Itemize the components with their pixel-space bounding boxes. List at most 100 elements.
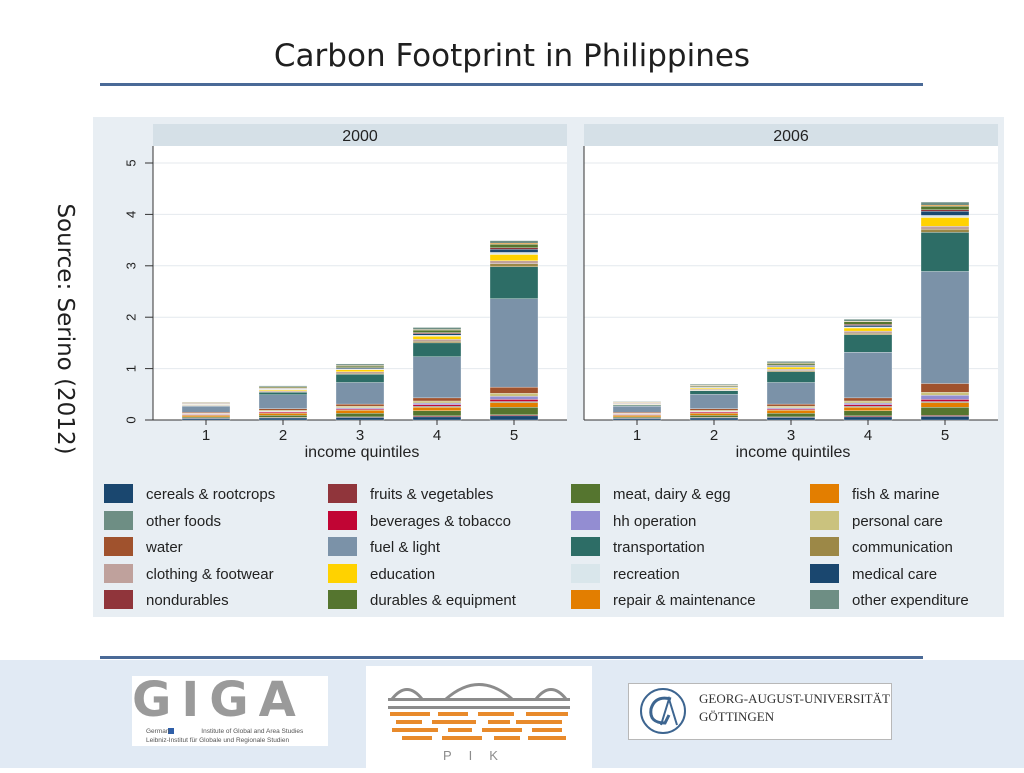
bar-segment [766, 365, 816, 367]
bar-segment [843, 324, 893, 326]
x-tick-label: 5 [941, 427, 949, 444]
pik-emblem-icon: PIK [388, 683, 570, 763]
bar-segment [412, 333, 462, 336]
bar-segment [920, 383, 970, 393]
giga-line1: German [146, 728, 170, 735]
bar-segment [843, 334, 893, 353]
x-axis-label: income quintiles [736, 444, 851, 461]
goettingen-line2: GÖTTINGEN [699, 709, 775, 724]
bar-segment [258, 413, 308, 416]
bar-segment [489, 260, 539, 264]
bar-segment [766, 413, 816, 418]
bar-segment [612, 418, 662, 421]
bar-segment [489, 401, 539, 403]
legend-label: cereals & rootcrops [146, 486, 275, 503]
bar-segment [489, 252, 539, 255]
slide-title: Carbon Footprint in Philippines [273, 38, 751, 74]
bar-segment [489, 386, 539, 394]
bar-segment [489, 266, 539, 299]
bar-segment [335, 408, 385, 410]
goettingen-logo: GEORG-AUGUST-UNIVERSITÄT GÖTTINGEN [628, 683, 892, 740]
bar-segment [412, 415, 462, 418]
bar-segment [258, 415, 308, 418]
giga-logo: GIGA German Institute of Global and Area… [132, 672, 328, 746]
x-tick-label: 5 [510, 427, 518, 444]
bar-segment [335, 373, 385, 375]
legend-label: meat, dairy & egg [613, 486, 731, 503]
x-tick-label: 4 [433, 427, 441, 444]
legend-swatch [104, 590, 133, 609]
bar-segment [412, 405, 462, 408]
bar-segment [489, 249, 539, 253]
bar-segment [689, 417, 739, 421]
bar-segment [689, 389, 739, 391]
footer-rule [100, 656, 923, 659]
bar-segment [843, 402, 893, 405]
bar-segment [843, 319, 893, 322]
giga-subtitle: German Institute of Global and Area Stud… [146, 727, 303, 745]
bar-segment [335, 407, 385, 409]
bar-segment [689, 387, 739, 390]
legend-swatch [810, 564, 839, 583]
legend-label: beverages & tobacco [370, 513, 511, 530]
bar-segment [335, 363, 385, 366]
x-tick-label: 4 [864, 427, 872, 444]
bar-segment [258, 408, 308, 411]
legend-swatch [328, 564, 357, 583]
y-tick-label: 1 [123, 365, 138, 372]
bar-segment [920, 226, 970, 230]
bar-segment [843, 415, 893, 418]
bar-segment [258, 392, 308, 395]
bar-segment [920, 201, 970, 206]
x-tick-label: 1 [633, 427, 641, 444]
legend-swatch [104, 511, 133, 530]
legend-label: communication [852, 539, 953, 556]
bar-segment [412, 329, 462, 333]
legend-label: medical care [852, 566, 937, 583]
bar-segment [412, 400, 462, 404]
x-axis-label: income quintiles [305, 444, 420, 461]
bar-segment [258, 411, 308, 413]
bar-segment [258, 410, 308, 412]
bar-segment [843, 327, 893, 332]
legend-label: fruits & vegetables [370, 486, 493, 503]
bar-segment [612, 401, 662, 403]
bar-segment [258, 394, 308, 409]
legend-swatch [328, 484, 357, 503]
legend-label: water [145, 539, 183, 556]
bar-segment [843, 352, 893, 399]
bar-segment [181, 415, 231, 418]
bar-segment [412, 397, 462, 402]
y-tick-label: 2 [123, 314, 138, 321]
bar-segment [412, 410, 462, 417]
bar-segment [412, 341, 462, 344]
bar-segment [181, 401, 231, 403]
y-tick-label: 3 [123, 262, 138, 269]
bar-segment [920, 415, 970, 417]
legend-swatch [571, 590, 600, 609]
bar-segment [843, 326, 893, 329]
legend-swatch [810, 590, 839, 609]
bar-segment [920, 402, 970, 408]
giga-wordmark: GIGA [132, 672, 306, 728]
bar-segment [920, 215, 970, 218]
bar-segment [612, 405, 662, 413]
legend-label: fish & marine [852, 486, 940, 503]
x-tick-label: 1 [202, 427, 210, 444]
panel-title: 2000 [342, 128, 378, 145]
y-tick-label: 4 [123, 211, 138, 218]
bar-segment [335, 417, 385, 421]
bar-segment [920, 217, 970, 227]
bar-segment [181, 405, 231, 413]
bar-segment [335, 413, 385, 418]
bar-segment [412, 327, 462, 330]
bar-segment [489, 402, 539, 408]
bar-segment [843, 406, 893, 411]
bar-segment [689, 390, 739, 395]
goettingen-line1: GEORG-AUGUST-UNIVERSITÄT [699, 691, 890, 706]
bar-segment [489, 396, 539, 400]
legend-swatch [104, 537, 133, 556]
legend-label: fuel & light [370, 539, 441, 556]
legend-label: hh operation [613, 513, 696, 530]
bar-segment [689, 413, 739, 416]
